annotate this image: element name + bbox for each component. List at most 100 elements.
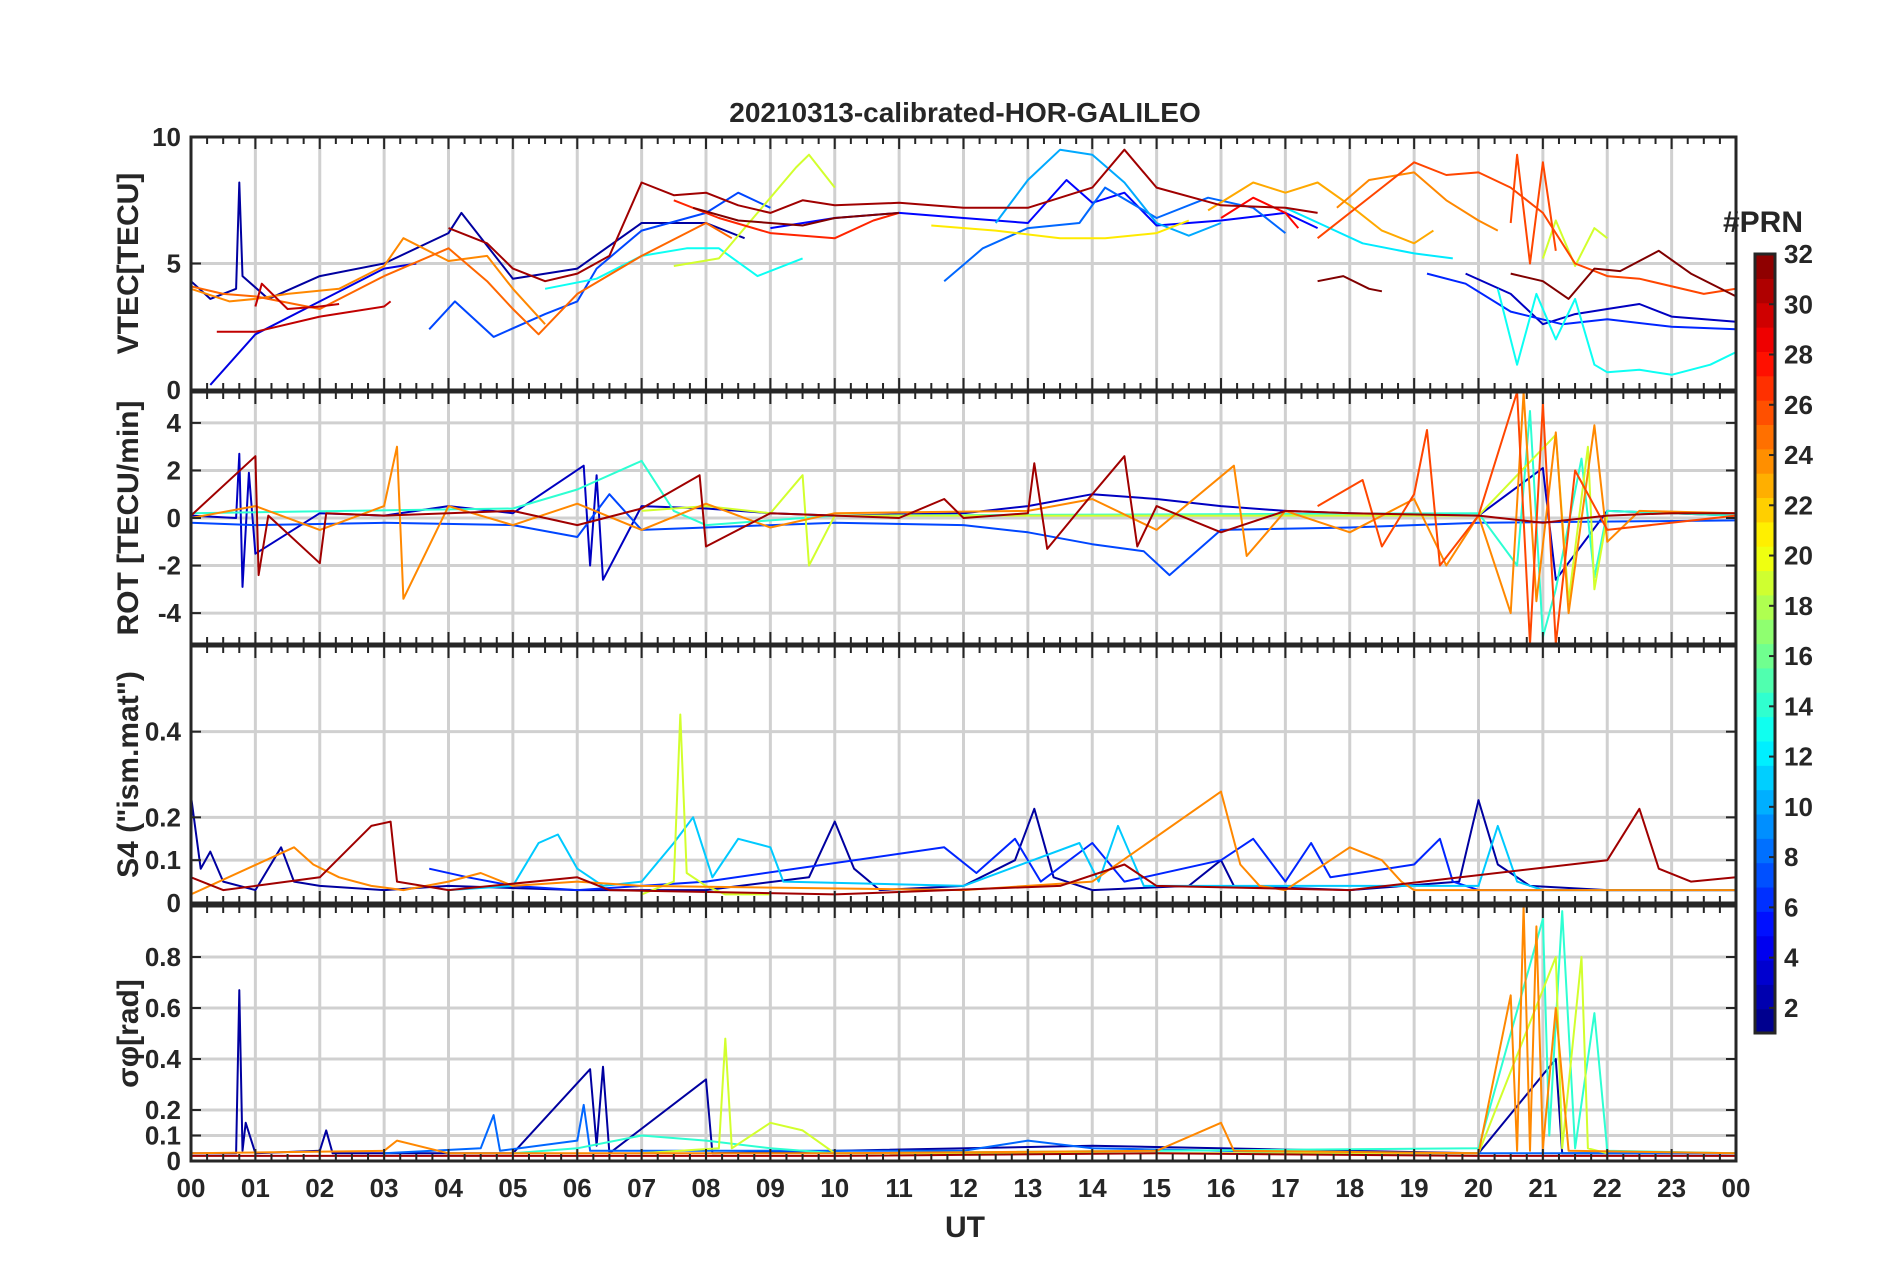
panel-frame-vtec <box>189 135 1738 392</box>
y-tick-label: 0.1 <box>145 845 181 875</box>
colorbar-band <box>1755 424 1775 450</box>
x-tick-label: 19 <box>1400 1173 1429 1203</box>
x-tick-label: 14 <box>1078 1173 1107 1203</box>
colorbar-tick-label: 28 <box>1784 340 1813 370</box>
colorbar-tick-label: 20 <box>1784 541 1813 571</box>
y-axis-title-rot: ROT [TECU/min] <box>112 401 145 636</box>
panel-rot: -4 -2 0 2 4 ROT [TECU/min] <box>112 390 1738 646</box>
y-tick-label: 5 <box>167 249 181 279</box>
colorbar-band <box>1755 619 1775 645</box>
x-axis-title: UT <box>945 1211 985 1244</box>
series-line-prn-32 <box>1317 275 1383 293</box>
x-tick-label: 07 <box>627 1173 656 1203</box>
colorbar-band <box>1755 400 1775 426</box>
colorbar-band <box>1755 497 1775 523</box>
y-tick-label: 0.1 <box>145 1121 181 1151</box>
colorbar-tick-label: 2 <box>1784 993 1798 1023</box>
colorbar-tick-label: 4 <box>1784 943 1799 973</box>
colorbar-tick-label: 16 <box>1784 641 1813 671</box>
series-line-prn-14 <box>512 910 1736 1155</box>
chart-title: 20210313-calibrated-HOR-GALILEO <box>729 97 1201 128</box>
x-tick-label: 00 <box>177 1173 206 1203</box>
colorbar-band <box>1755 789 1775 815</box>
colorbar-band <box>1755 886 1775 912</box>
colorbar-tick-label: 22 <box>1784 490 1813 520</box>
series-line-prn-2 <box>191 795 1736 892</box>
y-tick-label: 2 <box>167 455 181 485</box>
x-tick-label: 22 <box>1593 1173 1622 1203</box>
colorbar-tick-label: 30 <box>1784 289 1813 319</box>
panel-frame-rot <box>189 390 1738 646</box>
y-axis-title-sigphi: σφ[rad] <box>112 979 145 1088</box>
series-line-prn-4 <box>209 262 417 386</box>
colorbar-band <box>1755 838 1775 864</box>
colorbar-tick-label: 24 <box>1784 440 1813 470</box>
y-tick-label: 0.4 <box>145 717 182 747</box>
colorbar-band <box>1755 1008 1775 1034</box>
x-tick-label: 16 <box>1207 1173 1236 1203</box>
x-tick-label: 08 <box>692 1173 721 1203</box>
series-line-prn-6 <box>428 837 1736 892</box>
series-line-prn-13 <box>544 247 803 290</box>
colorbar-band <box>1755 278 1775 304</box>
colorbar-band <box>1755 740 1775 766</box>
series-line-prn-28 <box>1220 196 1300 229</box>
colorbar-band <box>1755 351 1775 377</box>
y-axis-title-s4: S4 ("ism.mat") <box>112 671 145 878</box>
colorbar-band <box>1755 911 1775 937</box>
colorbar-band <box>1755 643 1775 669</box>
series-line-prn-30 <box>254 282 340 310</box>
series-line-prn-26 <box>1316 161 1736 295</box>
series-line-prn-2 <box>191 181 745 300</box>
x-tick-label: 04 <box>434 1173 463 1203</box>
series-line-prn-24 <box>1336 171 1499 232</box>
series-line-prn-26 <box>1317 392 1736 644</box>
y-tick-label: 0.2 <box>145 1095 181 1125</box>
colorbar-band <box>1755 521 1775 547</box>
colorbar-band <box>1755 327 1775 352</box>
series-line-prn-7 <box>428 191 771 338</box>
series-group-s4 <box>191 713 1736 896</box>
ticks-s4 <box>190 646 1737 904</box>
series-group-rot <box>191 392 1736 644</box>
x-tick-label: 11 <box>885 1173 913 1203</box>
series-group-vtec <box>191 148 1736 386</box>
ticks-sigphi <box>190 906 1737 1162</box>
colorbar-band <box>1755 716 1775 742</box>
colorbar-band <box>1755 375 1775 401</box>
x-tick-label: 03 <box>370 1173 399 1203</box>
colorbar-tick-label: 18 <box>1784 591 1813 621</box>
panel-frame-sigphi <box>189 904 1738 1163</box>
y-tick-label: 0 <box>167 503 181 533</box>
x-tick-label: 02 <box>305 1173 334 1203</box>
y-tick-label: 0.4 <box>145 1044 182 1074</box>
x-tick-label: 05 <box>498 1173 527 1203</box>
y-tick-label: -2 <box>158 551 181 581</box>
y-tick-label: 0.2 <box>145 802 181 832</box>
y-tick-label: 0 <box>167 888 181 918</box>
x-tick-label: 01 <box>241 1173 270 1203</box>
series-line-prn-25 <box>191 222 733 336</box>
series-line-prn-31 <box>191 807 1736 896</box>
colorbar-band <box>1755 862 1775 888</box>
panel-sigphi: 00.10.2 0.4 0.6 0.8σφ[rad] <box>112 904 1738 1176</box>
colorbar-tick-label: 12 <box>1784 742 1813 772</box>
x-tick-label: 17 <box>1271 1173 1300 1203</box>
series-line-prn-24 <box>191 790 1736 896</box>
x-tick-label: 12 <box>949 1173 978 1203</box>
colorbar-band <box>1755 254 1775 279</box>
series-line-prn-12 <box>1284 206 1453 260</box>
colorbar-band <box>1755 935 1775 961</box>
y-tick-label: 10 <box>152 122 181 152</box>
series-line-prn-31 <box>448 148 1318 283</box>
x-tick-label: 23 <box>1657 1173 1686 1203</box>
colorbar-tick-label: 8 <box>1784 842 1798 872</box>
y-tick-label: 4 <box>167 408 182 438</box>
colorbar-tick-label: 14 <box>1784 691 1813 721</box>
colorbar-tick-label: 6 <box>1784 892 1798 922</box>
series-line-prn-3 <box>1465 272 1736 326</box>
y-tick-label: -4 <box>158 598 182 628</box>
